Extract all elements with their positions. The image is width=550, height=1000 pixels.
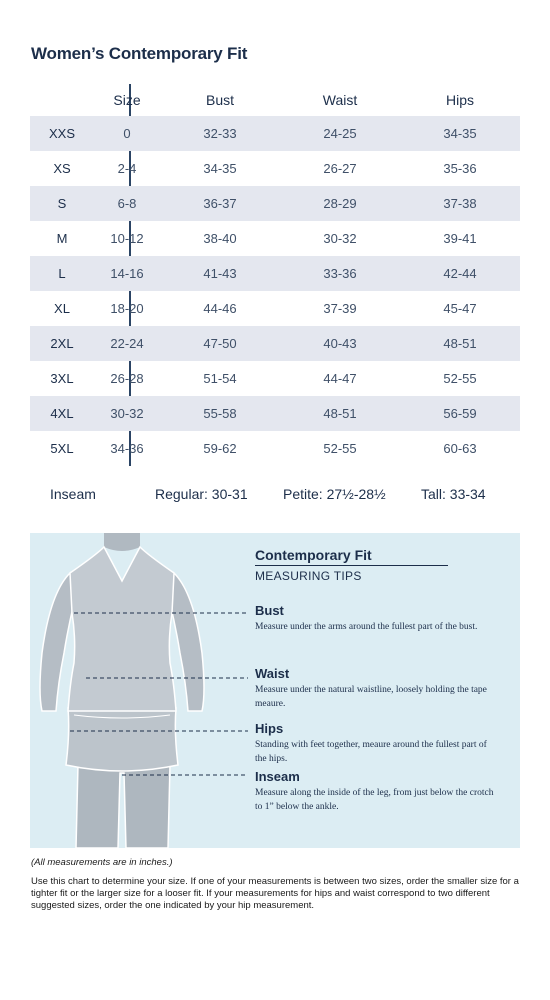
inseam-regular: Regular: 30-31 [155, 486, 248, 502]
tip-bust-text: Measure under the arms around the fulles… [255, 622, 478, 632]
cell-bust: 59-62 [203, 441, 237, 456]
table-row: 5XL 34-36 59-62 52-55 60-63 [30, 431, 520, 466]
tip-waist: Waist Measure under the natural waistlin… [255, 666, 500, 711]
cell-bust: 47-50 [203, 336, 237, 351]
cell-waist: 48-51 [323, 406, 357, 421]
cell-waist: 33-36 [323, 266, 357, 281]
inseam-label: Inseam [50, 486, 96, 502]
cell-bust: 41-43 [203, 266, 237, 281]
measuring-tips-panel [30, 533, 520, 848]
cell-waist: 44-47 [323, 371, 357, 386]
row-label: XS [53, 161, 71, 176]
body-figure-illustration [39, 533, 248, 848]
cell-size: 2-4 [117, 161, 137, 176]
cell-size: 34-36 [110, 441, 144, 456]
cell-bust: 32-33 [203, 126, 237, 141]
table-row: L 14-16 41-43 33-36 42-44 [30, 256, 520, 291]
tip-waist-text: Measure under the natural waistline, loo… [255, 685, 487, 709]
cell-size: 26-28 [110, 371, 144, 386]
cell-bust: 36-37 [203, 196, 237, 211]
size-table: Size Bust Waist Hips XXS 0 32-33 24-25 34-35… [30, 84, 520, 466]
tip-waist-heading: Waist [255, 666, 290, 681]
cell-hips: 42-44 [443, 266, 477, 281]
table-row: S 6-8 36-37 28-29 37-38 [30, 186, 520, 221]
inseam-row: Inseam Regular: 30-31 Petite: 27½-28½ Ta… [0, 486, 550, 506]
cell-size: 18-20 [110, 301, 144, 316]
cell-hips: 45-47 [443, 301, 477, 316]
tip-hips-text: Standing with feet together, meaure arou… [255, 740, 487, 764]
tips-title-underline [255, 565, 448, 566]
header-hips: Hips [445, 92, 474, 108]
page-title: Women’s Contemporary Fit [31, 44, 248, 63]
cell-hips: 60-63 [443, 441, 477, 456]
table-row: 4XL 30-32 55-58 48-51 56-59 [30, 396, 520, 431]
tip-bust: Bust Measure under the arms around the f… [255, 603, 500, 635]
row-label: M [56, 231, 68, 246]
header-bust: Bust [205, 92, 234, 108]
row-label: S [57, 196, 67, 211]
cell-hips: 48-51 [443, 336, 477, 351]
tip-inseam-heading: Inseam [255, 769, 300, 784]
cell-size: 6-8 [117, 196, 137, 211]
cell-hips: 39-41 [443, 231, 477, 246]
tip-inseam: Inseam Measure along the inside of the l… [255, 769, 500, 814]
cell-bust: 51-54 [203, 371, 237, 386]
inseam-petite: Petite: 27½-28½ [283, 486, 386, 502]
cell-hips: 56-59 [443, 406, 477, 421]
tip-hips-heading: Hips [255, 721, 284, 736]
instructions-note: Use this chart to determine your size. I… [31, 876, 519, 911]
cell-hips: 37-38 [443, 196, 477, 211]
cell-size: 14-16 [110, 266, 144, 281]
cell-size: 10-12 [110, 231, 144, 246]
table-row: XL 18-20 44-46 37-39 45-47 [30, 291, 520, 326]
row-label: 5XL [50, 441, 74, 456]
cell-bust: 55-58 [203, 406, 237, 421]
cell-bust: 44-46 [203, 301, 237, 316]
cell-hips: 34-35 [443, 126, 477, 141]
header-size: Size [113, 92, 141, 108]
row-label: XL [54, 301, 70, 316]
cell-waist: 28-29 [323, 196, 357, 211]
cell-waist: 40-43 [323, 336, 357, 351]
cell-waist: 52-55 [323, 441, 357, 456]
table-row: 3XL 26-28 51-54 44-47 52-55 [30, 361, 520, 396]
cell-size: 22-24 [110, 336, 144, 351]
row-label: 3XL [50, 371, 74, 386]
cell-bust: 38-40 [203, 231, 237, 246]
cell-size: 30-32 [110, 406, 144, 421]
row-label: L [58, 266, 66, 281]
table-row: XXS 0 32-33 24-25 34-35 [30, 116, 520, 151]
row-label: 4XL [50, 406, 74, 421]
row-label: XXS [48, 126, 75, 141]
table-row: 2XL 22-24 47-50 40-43 48-51 [30, 326, 520, 361]
table-row: M 10-12 38-40 30-32 39-41 [30, 221, 520, 256]
tip-hips: Hips Standing with feet together, meaure… [255, 721, 500, 766]
cell-bust: 34-35 [203, 161, 237, 176]
cell-waist: 37-39 [323, 301, 357, 316]
units-note: (All measurements are in inches.) [31, 857, 173, 868]
cell-hips: 35-36 [443, 161, 477, 176]
tips-subtitle: MEASURING TIPS [255, 569, 362, 583]
table-row: XS 2-4 34-35 26-27 35-36 [30, 151, 520, 186]
tip-inseam-text: Measure along the inside of the leg, fro… [255, 788, 494, 812]
row-label: 2XL [50, 336, 74, 351]
cell-hips: 52-55 [443, 371, 477, 386]
cell-waist: 30-32 [323, 231, 357, 246]
cell-waist: 26-27 [323, 161, 357, 176]
inseam-tall: Tall: 33-34 [421, 486, 486, 502]
table-header-row: Size Bust Waist Hips [30, 84, 520, 116]
cell-waist: 24-25 [323, 126, 357, 141]
cell-size: 0 [123, 126, 131, 141]
tip-bust-heading: Bust [255, 603, 284, 618]
header-waist: Waist [322, 92, 358, 108]
tips-title: Contemporary Fit [255, 547, 372, 563]
